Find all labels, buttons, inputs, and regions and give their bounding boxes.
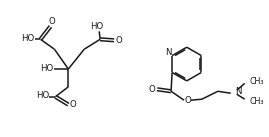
Text: O: O <box>70 100 77 109</box>
Text: HO: HO <box>36 91 49 100</box>
Text: HO: HO <box>21 34 34 43</box>
Text: O: O <box>48 17 55 26</box>
Text: HO: HO <box>40 64 53 72</box>
Text: HO: HO <box>91 22 104 31</box>
Text: O: O <box>149 85 155 94</box>
Text: O: O <box>116 36 122 45</box>
Text: N: N <box>235 87 241 96</box>
Text: O: O <box>185 96 191 105</box>
Text: CH₃: CH₃ <box>250 77 264 86</box>
Text: CH₃: CH₃ <box>250 97 264 106</box>
Text: N: N <box>165 48 171 57</box>
